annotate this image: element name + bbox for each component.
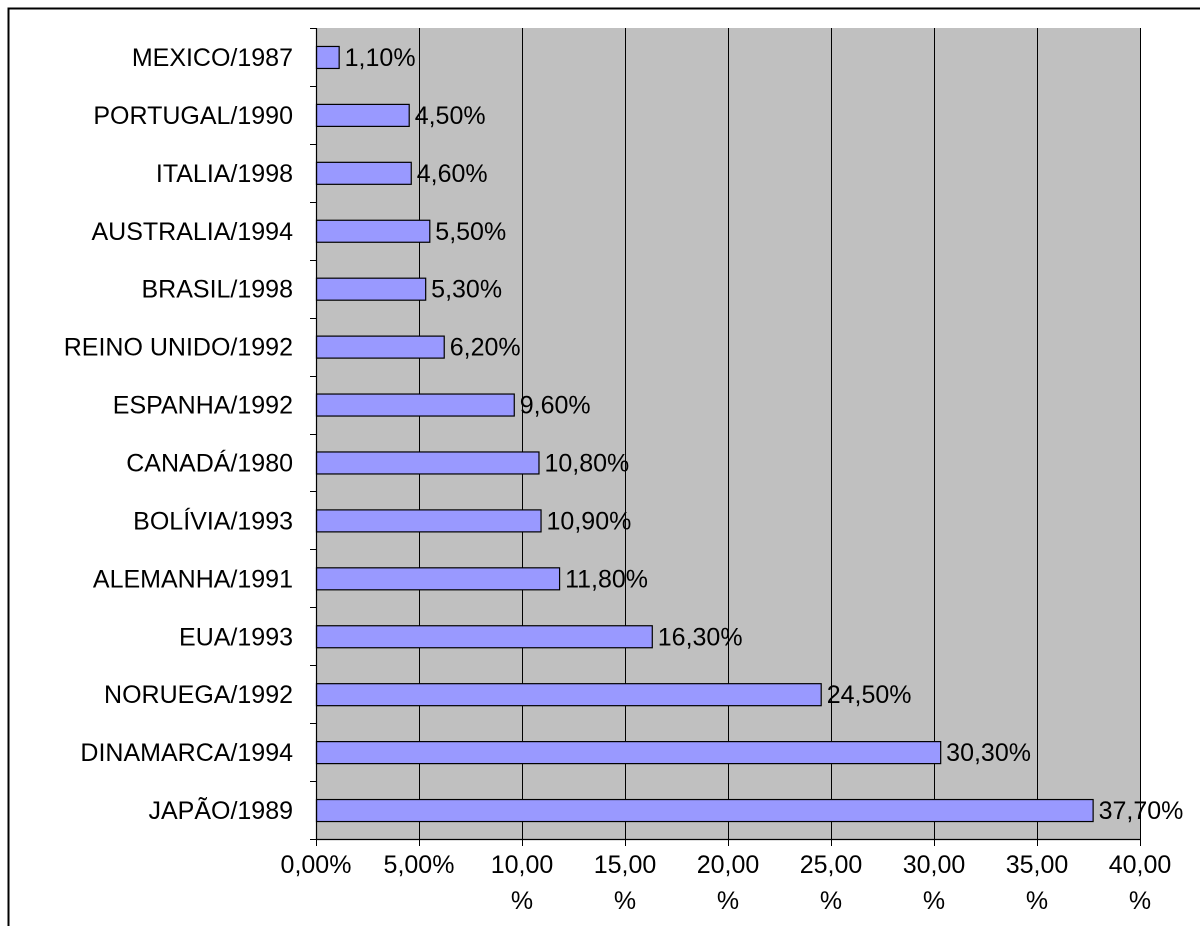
data-label: 16,30% [658, 623, 743, 651]
data-label: 6,20% [450, 334, 521, 362]
bar [317, 46, 340, 68]
bar [317, 742, 941, 764]
x-tick-label: 20,00 [697, 851, 760, 879]
bar [317, 278, 426, 300]
bar [317, 104, 410, 126]
x-tick-label: 0,00% [281, 851, 352, 879]
category-label: MEXICO/1987 [132, 44, 293, 72]
data-label: 11,80% [565, 565, 648, 593]
bar [317, 800, 1094, 822]
x-tick-label: 40,00 [1109, 851, 1172, 879]
x-tick-label: % [511, 887, 533, 915]
data-label: 4,50% [415, 102, 486, 130]
x-tick-label: 30,00 [903, 851, 966, 879]
bar [317, 394, 515, 416]
data-label: 9,60% [520, 392, 591, 420]
data-label: 4,60% [417, 160, 488, 188]
data-label: 37,70% [1099, 797, 1184, 825]
bar [317, 510, 542, 532]
category-label: ALEMANHA/1991 [93, 565, 293, 593]
x-tick-label: % [923, 887, 945, 915]
bar [317, 336, 445, 358]
data-label: 5,30% [431, 276, 502, 304]
bar [317, 220, 430, 242]
bar [317, 568, 560, 590]
category-label: JAPÃO/1989 [148, 796, 293, 825]
x-tick-label: % [1026, 887, 1048, 915]
data-label: 24,50% [827, 681, 912, 709]
bar [317, 452, 539, 474]
category-label: BRASIL/1998 [142, 276, 294, 304]
data-label: 1,10% [345, 44, 416, 72]
category-label: PORTUGAL/1990 [93, 102, 293, 130]
data-label: 10,90% [547, 507, 632, 535]
x-tick-label: 15,00 [594, 851, 657, 879]
category-label: DINAMARCA/1994 [80, 739, 293, 767]
bar [317, 626, 653, 648]
data-label: 10,80% [544, 449, 629, 477]
category-label: ESPANHA/1992 [113, 392, 293, 420]
data-label: 5,50% [435, 218, 506, 246]
category-label: REINO UNIDO/1992 [64, 334, 293, 362]
x-tick-label: % [614, 887, 636, 915]
category-label: NORUEGA/1992 [104, 681, 293, 709]
data-label: 30,30% [946, 739, 1031, 767]
x-tick-label: 25,00 [800, 851, 863, 879]
x-tick-label: % [717, 887, 739, 915]
bar [317, 162, 412, 184]
x-tick-label: 10,00 [491, 851, 554, 879]
category-label: CANADÁ/1980 [126, 448, 293, 477]
category-label: ITALIA/1998 [156, 160, 293, 188]
x-tick-label: % [820, 887, 842, 915]
x-tick-label: % [1129, 887, 1151, 915]
category-label: BOLÍVIA/1993 [133, 506, 293, 535]
category-label: EUA/1993 [179, 623, 293, 651]
x-tick-label: 35,00 [1006, 851, 1069, 879]
x-tick-label: 5,00% [384, 851, 455, 879]
category-label: AUSTRALIA/1994 [92, 218, 294, 246]
bar [317, 684, 822, 706]
